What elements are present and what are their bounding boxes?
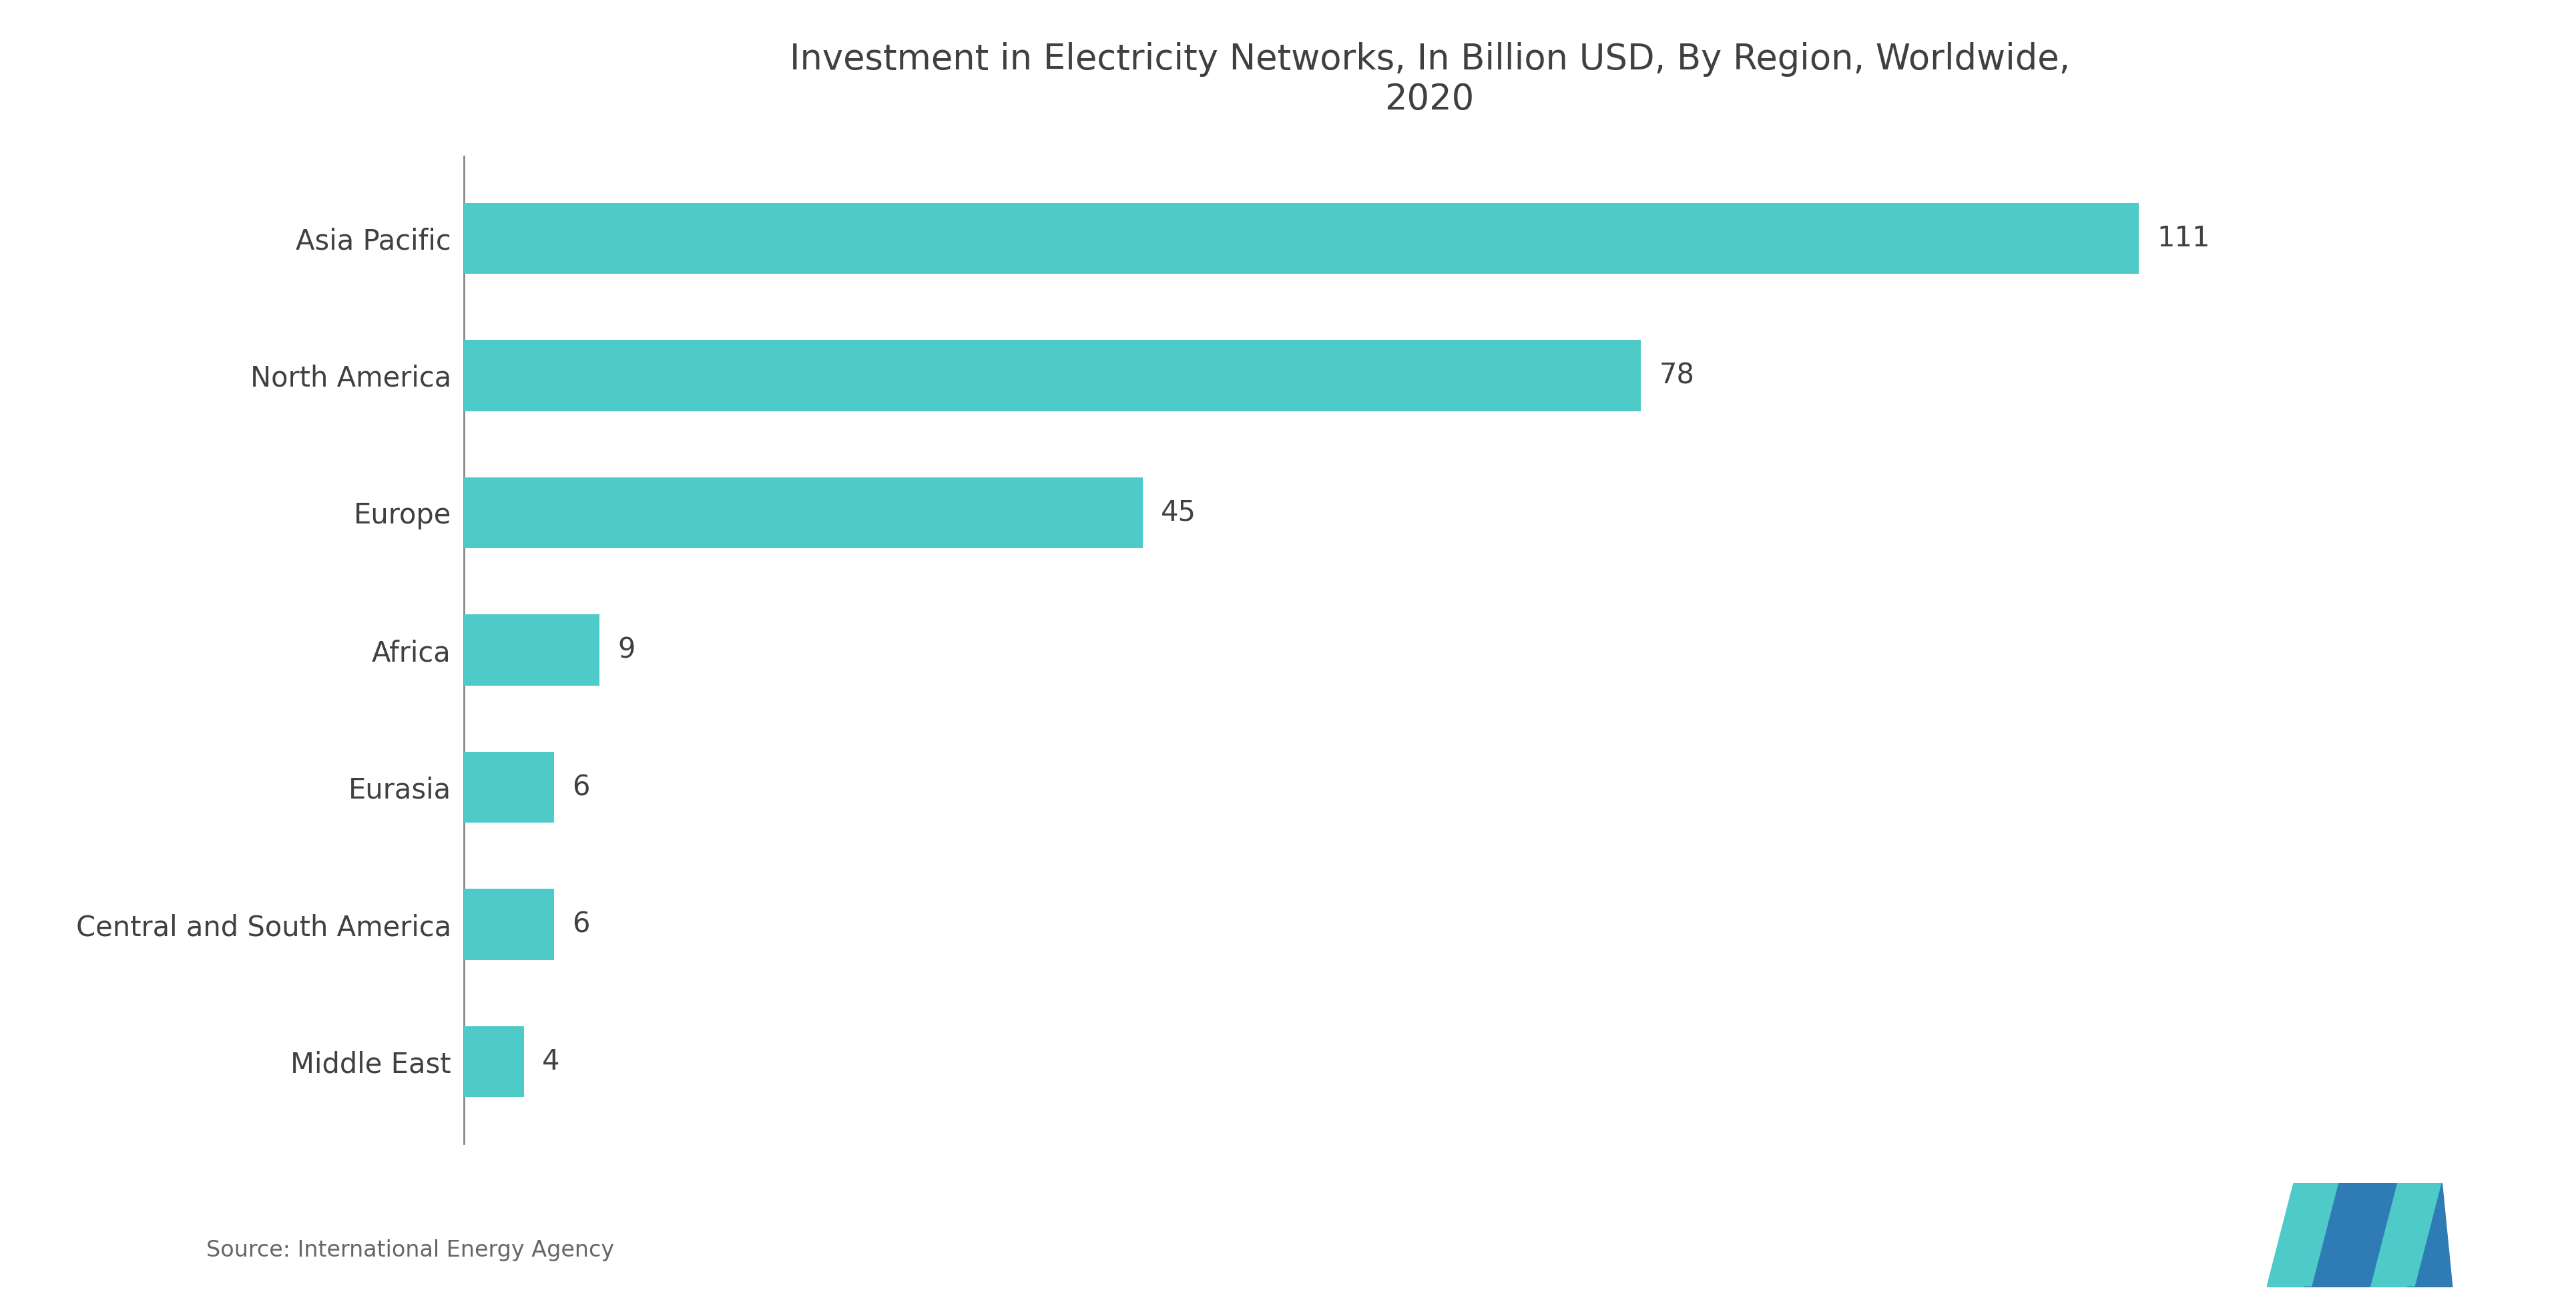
- Title: Investment in Electricity Networks, In Billion USD, By Region, Worldwide,
2020: Investment in Electricity Networks, In B…: [788, 42, 2071, 117]
- Polygon shape: [2303, 1183, 2349, 1287]
- Bar: [464, 1026, 523, 1097]
- Text: 4: 4: [541, 1048, 559, 1075]
- Text: 6: 6: [572, 910, 590, 939]
- Polygon shape: [2267, 1183, 2339, 1287]
- Bar: [464, 889, 554, 961]
- Bar: [464, 751, 554, 823]
- Text: Source: International Energy Agency: Source: International Energy Agency: [206, 1239, 613, 1261]
- Text: 45: 45: [1162, 499, 1195, 527]
- Text: 78: 78: [1659, 361, 1695, 390]
- Text: 9: 9: [618, 636, 636, 664]
- Bar: [464, 615, 600, 685]
- Polygon shape: [2406, 1183, 2452, 1287]
- Polygon shape: [2339, 1183, 2396, 1287]
- Bar: [464, 339, 1641, 411]
- Bar: [464, 203, 2138, 274]
- Text: 6: 6: [572, 774, 590, 801]
- Bar: [464, 477, 1144, 549]
- Text: 111: 111: [2156, 225, 2210, 252]
- Polygon shape: [2370, 1183, 2442, 1287]
